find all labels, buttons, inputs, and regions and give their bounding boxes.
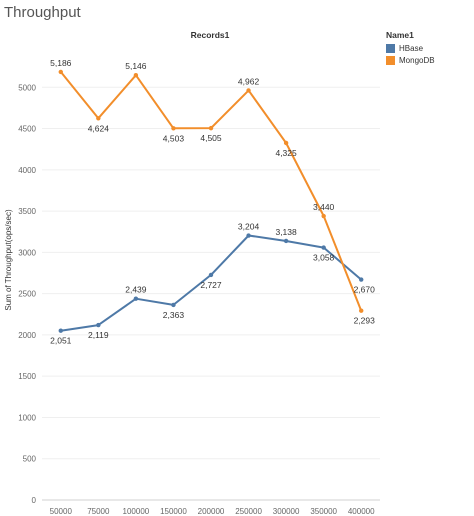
data-point	[246, 233, 251, 238]
data-label: 5,186	[50, 58, 72, 68]
data-point	[171, 302, 176, 308]
y-tick-label: 2000	[18, 331, 36, 340]
legend-label-hbase: HBase	[399, 44, 424, 53]
y-axis: 0 500 1000 1500 2000 2500 3000 3500 4000 4500 5000	[18, 83, 36, 505]
x-tick-label: 100000	[123, 507, 150, 516]
data-point	[283, 238, 289, 244]
y-tick-label: 4000	[18, 166, 36, 175]
data-point	[208, 125, 214, 131]
data-point	[96, 116, 101, 121]
legend-title: Name1	[386, 30, 414, 40]
data-point	[321, 213, 326, 219]
data-label: 4,624	[88, 123, 110, 133]
y-tick-label: 2500	[18, 290, 36, 299]
legend-swatch-hbase	[386, 44, 395, 53]
data-point	[171, 126, 176, 131]
data-label: 4,503	[163, 133, 185, 143]
y-tick-label: 3500	[18, 207, 36, 216]
data-point	[359, 308, 364, 313]
y-tick-label: 5000	[18, 83, 36, 92]
y-tick-label: 3000	[18, 248, 36, 257]
data-point	[58, 328, 63, 333]
grid	[42, 86, 380, 501]
data-label: 4,962	[238, 76, 260, 86]
data-label: 4,325	[275, 148, 297, 158]
x-axis: 50000 75000 100000 150000 200000 250000 300000…	[50, 507, 375, 516]
y-tick-label: 0	[32, 496, 37, 505]
data-label: 5,146	[125, 61, 147, 71]
legend-item-hbase[interactable]: HBase	[386, 44, 435, 53]
data-label: 2,727	[200, 280, 222, 290]
data-point	[133, 73, 139, 78]
data-point	[321, 245, 326, 250]
data-point	[359, 277, 364, 282]
chart-title: Records1	[191, 30, 230, 40]
legend: Name1 HBase MongoDB	[386, 30, 435, 68]
data-label: 4,505	[200, 133, 222, 143]
data-point	[58, 69, 63, 75]
y-tick-label: 1000	[18, 413, 36, 422]
data-label: 3,204	[238, 222, 260, 232]
x-tick-label: 75000	[87, 507, 110, 516]
data-point	[246, 88, 251, 93]
y-tick-label: 500	[23, 455, 37, 464]
x-tick-label: 400000	[348, 507, 375, 516]
data-label: 3,058	[313, 253, 335, 263]
data-point	[283, 140, 289, 146]
data-point	[96, 322, 101, 328]
x-tick-label: 300000	[273, 507, 300, 516]
y-axis-title: Sum of Throughput(ops/sec)	[4, 209, 13, 311]
data-label: 2,119	[88, 330, 109, 340]
series-layer	[58, 69, 364, 333]
x-tick-label: 200000	[198, 507, 225, 516]
data-label: 2,051	[50, 336, 72, 346]
x-tick-label: 250000	[235, 507, 262, 516]
data-label: 3,138	[275, 227, 297, 237]
data-labels: 2,051 2,119 2,439 2,363 2,727 3,204 3,138 3,058…	[50, 58, 375, 346]
legend-swatch-mongodb	[386, 56, 395, 65]
data-label: 2,439	[125, 285, 147, 295]
y-tick-label: 1500	[18, 372, 36, 381]
x-tick-label: 350000	[310, 507, 337, 516]
legend-label-mongodb: MongoDB	[399, 56, 435, 65]
data-label: 2,363	[163, 310, 185, 320]
data-label: 2,293	[354, 316, 376, 326]
data-label: 3,440	[313, 202, 335, 212]
legend-item-mongodb[interactable]: MongoDB	[386, 56, 435, 65]
data-point	[208, 272, 214, 278]
sheet-title: Throughput	[4, 4, 81, 21]
data-label: 2,670	[354, 285, 376, 295]
data-point	[133, 296, 139, 301]
y-tick-label: 4500	[18, 125, 36, 134]
x-tick-label: 50000	[50, 507, 73, 516]
x-tick-label: 150000	[160, 507, 187, 516]
